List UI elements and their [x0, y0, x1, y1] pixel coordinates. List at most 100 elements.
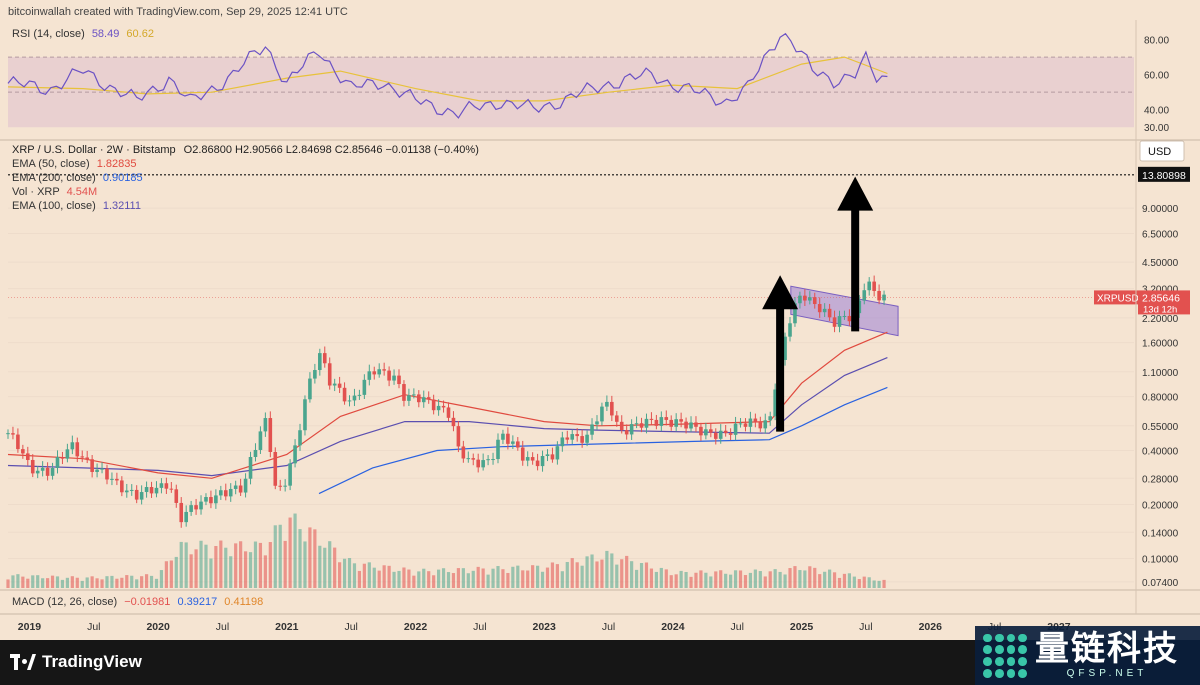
candle-body — [590, 424, 594, 435]
candle-body — [808, 297, 812, 301]
candle-body — [238, 485, 243, 493]
candle-body — [347, 400, 352, 402]
candle-body — [308, 378, 312, 400]
volume-bar — [199, 540, 203, 588]
legend-ema100-label: EMA (100, close) — [12, 200, 96, 212]
x-tick-label: 2020 — [146, 621, 170, 633]
volume-bar — [125, 575, 129, 588]
volume-bar — [857, 579, 861, 588]
candle-body — [614, 415, 619, 422]
tradingview-logo[interactable]: TradingView — [10, 652, 142, 672]
watermark-domain: QFSP.NET — [1066, 668, 1148, 679]
volume-bar — [659, 567, 663, 588]
x-tick-label: 2021 — [275, 621, 299, 633]
volume-bar — [709, 576, 713, 588]
candle-body — [793, 303, 797, 324]
volume-bar — [793, 566, 797, 588]
candle-body — [664, 417, 669, 420]
volume-bar — [372, 567, 376, 588]
candle-body — [377, 369, 382, 375]
volume-bar — [313, 529, 317, 588]
candle-body — [827, 308, 832, 318]
currency-button[interactable] — [1139, 140, 1185, 162]
volume-bar — [877, 580, 881, 588]
candle-body — [733, 423, 738, 435]
candle-body — [753, 418, 758, 423]
candle-body — [565, 437, 570, 440]
volume-bar — [298, 529, 302, 588]
candle-body — [322, 353, 327, 364]
volume-bar — [615, 564, 619, 588]
candle-body — [357, 394, 362, 396]
volume-bar — [605, 550, 609, 588]
candle-body — [511, 441, 515, 444]
volume-bar — [719, 570, 723, 588]
candle-body — [243, 478, 248, 493]
candle-body — [659, 417, 664, 426]
volume-bar — [461, 568, 465, 588]
volume-bar — [347, 558, 352, 588]
candle-body — [110, 478, 114, 480]
candle-body — [471, 458, 476, 460]
volume-bar — [600, 559, 604, 588]
candle-body — [743, 423, 748, 427]
rsi-tick-label: 40.00 — [1144, 106, 1169, 117]
volume-bar — [184, 542, 188, 588]
volume-bar — [669, 575, 673, 588]
watermark-chinese: 量链科技 — [1035, 630, 1179, 668]
volume-bar — [649, 568, 654, 588]
volume-bar — [694, 572, 698, 588]
candle-body — [362, 379, 367, 395]
volume-bar — [80, 580, 84, 588]
legend-title-row: XRP / U.S. Dollar · 2W · Bitstamp O2.868… — [12, 144, 479, 156]
candle-body — [441, 405, 446, 408]
candle-body — [540, 456, 545, 467]
candle-body — [718, 430, 723, 439]
volume-bar — [610, 553, 614, 588]
candle-body — [520, 447, 525, 461]
candle-body — [273, 451, 278, 486]
candle-body — [367, 371, 372, 380]
volume-bar — [580, 565, 584, 588]
volume-bar — [303, 541, 307, 588]
price-tick-label: 0.28000 — [1142, 474, 1179, 485]
candle-body — [392, 375, 396, 381]
volume-bar — [154, 578, 159, 588]
x-tick-label: Jul — [859, 621, 872, 633]
volume-bar — [115, 578, 119, 588]
legend-vol-label: Vol · XRP — [12, 186, 60, 198]
volume-bar — [724, 573, 728, 588]
volume-bar — [842, 573, 847, 588]
candle-body — [768, 416, 773, 421]
tradingview-mark-icon — [10, 654, 36, 670]
volume-bar — [748, 572, 753, 588]
volume-bar — [293, 513, 297, 588]
volume-bar — [506, 572, 510, 588]
candle-body — [397, 375, 401, 385]
candle-body — [431, 399, 436, 411]
up-arrow-icon — [762, 275, 799, 432]
price-tick-label: 0.40000 — [1142, 447, 1179, 458]
volume-bar — [828, 569, 832, 588]
legend-ema50-row: EMA (50, close) 1.82835 — [12, 158, 136, 170]
volume-bar — [45, 578, 50, 588]
candle-body — [194, 505, 198, 510]
volume-bar — [164, 561, 168, 588]
candle-body — [40, 467, 45, 471]
candle-body — [387, 370, 391, 381]
volume-bar — [120, 577, 124, 588]
target-tag — [1138, 166, 1190, 182]
price-tag-value: 2.85646 — [1142, 292, 1180, 304]
candle-body — [436, 405, 441, 411]
candle-body — [55, 457, 60, 469]
volume-bar — [555, 564, 559, 588]
volume-bar — [174, 556, 178, 588]
volume-bar — [456, 568, 460, 588]
volume-bar — [16, 574, 20, 588]
volume-bar — [278, 524, 282, 588]
volume-bar — [55, 576, 60, 588]
x-tick-label: 2024 — [661, 621, 685, 633]
candle-body — [382, 369, 386, 371]
legend-ema100-value: 1.32111 — [103, 200, 141, 212]
